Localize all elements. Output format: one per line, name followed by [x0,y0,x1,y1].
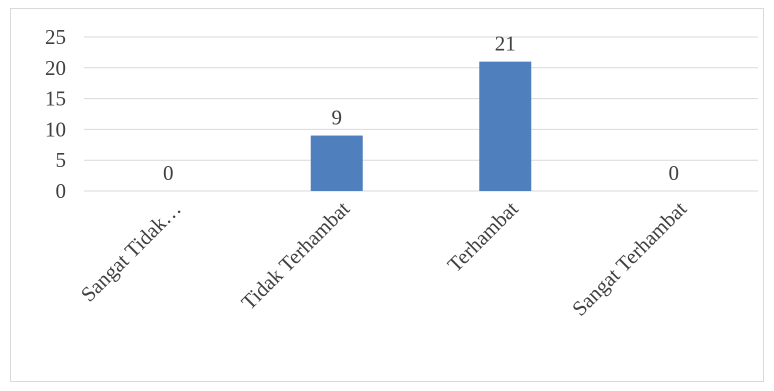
x-axis-category-labels: Sangat Tidak… Tidak Terhambat Terhambat San… [76,196,691,320]
category-label: Tidak Terhambat [236,196,354,314]
category-label: Terhambat [443,196,523,276]
data-label: 9 [332,106,343,130]
category-label: Sangat Terhambat [567,196,691,320]
bar [479,61,532,191]
y-tick-label: 25 [45,25,66,49]
data-label: 0 [669,161,680,185]
y-tick-label: 5 [56,148,67,172]
bars [310,61,532,191]
data-labels: 0 9 21 0 [163,32,679,185]
data-label: 0 [163,161,174,185]
y-axis-tick-labels: 0 5 10 15 20 25 [45,25,66,203]
data-label: 21 [495,32,516,56]
category-label: Sangat Tidak… [76,197,186,307]
y-tick-label: 10 [45,117,66,141]
y-tick-label: 15 [45,87,66,111]
gridlines [84,36,758,192]
y-tick-label: 20 [45,56,66,80]
y-tick-label: 0 [56,179,67,203]
chart-area [10,8,764,382]
bar [310,135,363,191]
